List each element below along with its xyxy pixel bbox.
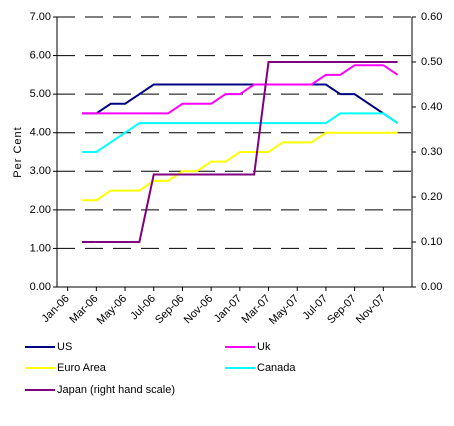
y2-tick-label: 0.30 xyxy=(421,146,442,158)
x-tick-label: May-06 xyxy=(95,293,129,327)
legend-label: US xyxy=(57,341,72,353)
x-tick-label: Mar-07 xyxy=(240,293,273,326)
y-tick-label: 1.00 xyxy=(30,242,51,254)
y2-tick-label: 0.10 xyxy=(421,236,442,248)
y-tick-label: 4.00 xyxy=(30,127,51,139)
y2-tick-label: 0.60 xyxy=(421,11,442,23)
x-tick-label: Sep-07 xyxy=(325,293,359,327)
series-line xyxy=(82,112,399,153)
legend-label: Canada xyxy=(257,362,296,374)
x-tick-label: Mar-06 xyxy=(67,293,100,326)
y-tick-label: 2.00 xyxy=(30,204,51,216)
x-tick-label: Nov-07 xyxy=(354,293,388,327)
y-tick-label: 0.00 xyxy=(30,281,51,293)
x-tick-label: May-07 xyxy=(267,293,301,327)
series-line xyxy=(82,64,399,115)
y2-tick-label: 0.40 xyxy=(421,101,442,113)
x-tick-label: Jan-07 xyxy=(212,293,244,325)
legend-label: Uk xyxy=(257,341,271,353)
y-axis-label: Per Cent xyxy=(12,126,24,177)
series-line xyxy=(82,131,398,202)
x-tick-label: Nov-06 xyxy=(182,293,216,327)
y2-tick-label: 0.00 xyxy=(421,281,442,293)
y-tick-label: 6.00 xyxy=(30,49,51,61)
series-line xyxy=(82,61,398,243)
x-tick-label: Sep-06 xyxy=(153,293,187,327)
series-line xyxy=(82,83,399,124)
legend-label: Euro Area xyxy=(57,362,107,374)
y-tick-label: 5.00 xyxy=(30,88,51,100)
legend-label: Japan (right hand scale) xyxy=(57,384,175,396)
y2-tick-label: 0.50 xyxy=(421,56,442,68)
x-tick-label: Jan-06 xyxy=(40,293,72,325)
y-tick-label: 3.00 xyxy=(30,165,51,177)
y2-tick-label: 0.20 xyxy=(421,191,442,203)
y-tick-label: 7.00 xyxy=(30,11,51,23)
